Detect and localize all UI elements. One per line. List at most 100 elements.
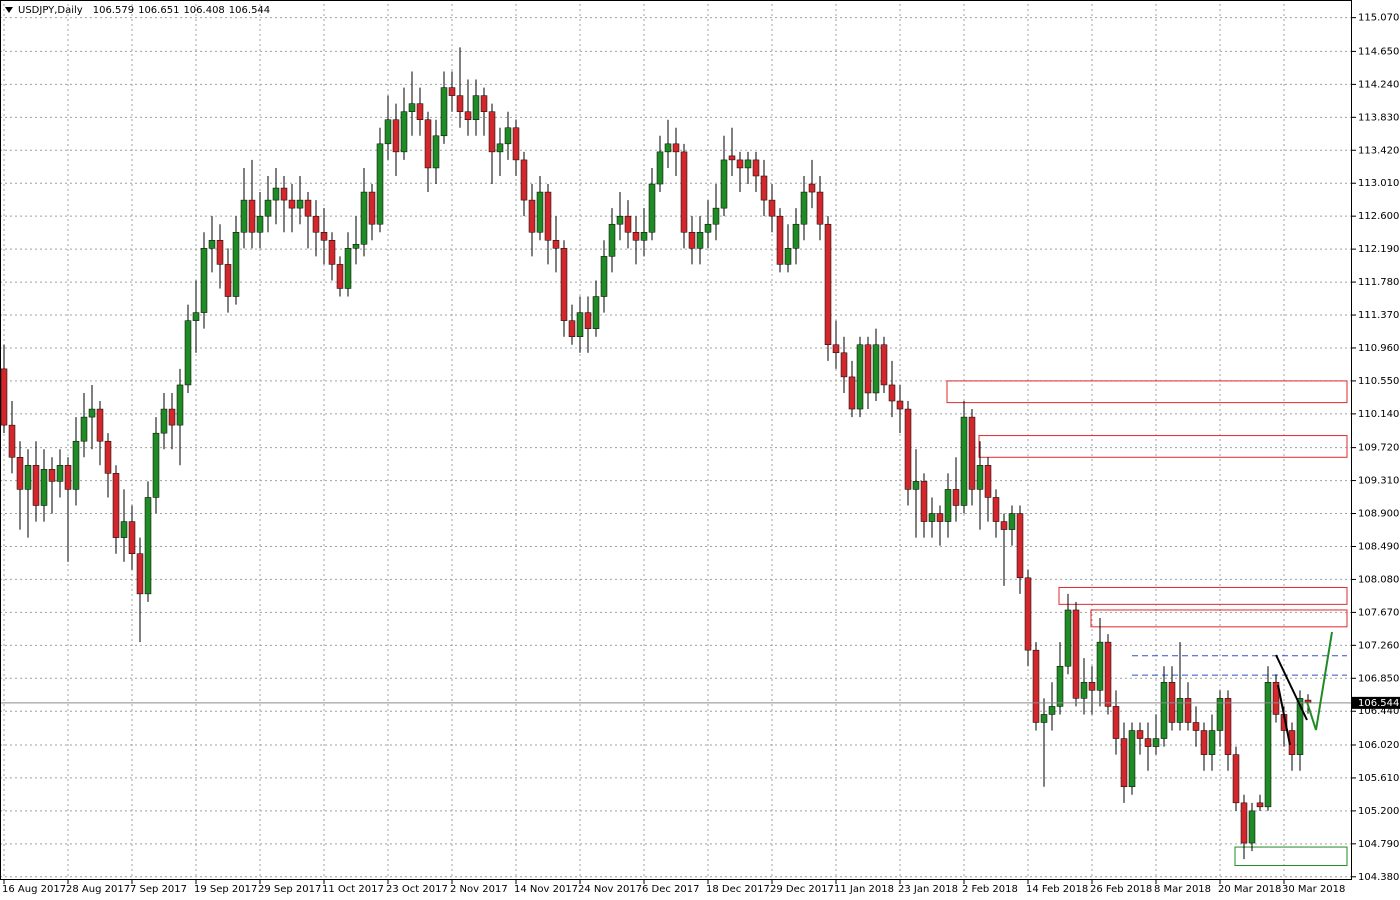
candle-body (1048, 706, 1056, 715)
candle-body (496, 143, 504, 153)
candle-body (1104, 641, 1112, 707)
candle-body (352, 244, 360, 249)
candle-body (544, 191, 552, 241)
x-tick-label: 11 Jan 2018 (834, 884, 894, 895)
candle-body (616, 215, 624, 225)
y-tick-label: 108.900 (1358, 509, 1399, 520)
candle-body (504, 127, 512, 145)
candle-body (712, 207, 720, 225)
candle-body (376, 143, 384, 225)
candle-body (1256, 802, 1264, 808)
candle-body (72, 440, 80, 490)
candle-body (400, 111, 408, 153)
quote-close: 106.544 (229, 5, 270, 16)
candle-body (584, 312, 592, 329)
y-tick-label: 115.070 (1358, 13, 1399, 24)
candle-body (160, 408, 168, 434)
candle-body (208, 240, 216, 249)
trend-line (1277, 684, 1291, 746)
x-tick-label: 20 Mar 2018 (1218, 884, 1281, 895)
candle-body (304, 199, 312, 217)
candle-body (256, 215, 264, 233)
candle-body (576, 312, 584, 337)
candle-body (1088, 682, 1096, 691)
x-tick-label: 14 Feb 2018 (1026, 884, 1088, 895)
x-tick-label: 24 Nov 2017 (578, 884, 642, 895)
y-tick-label: 114.240 (1358, 79, 1399, 90)
y-tick-label: 106.020 (1358, 740, 1399, 751)
candle-body (0, 368, 8, 426)
candle-body (864, 344, 872, 394)
candle-body (1096, 641, 1104, 691)
candle-body (992, 497, 1000, 522)
candle-body (1240, 802, 1248, 844)
candle-body (1152, 738, 1160, 747)
candle-body (1040, 714, 1048, 723)
candle-body (448, 87, 456, 96)
candle-body (1128, 730, 1136, 788)
y-tick-label: 108.080 (1358, 574, 1399, 585)
candle-body (792, 223, 800, 249)
last-price-label: 106.544 (1358, 698, 1399, 709)
candle-body (680, 151, 688, 233)
x-tick-label: 2 Feb 2018 (962, 884, 1018, 895)
candle-body (832, 344, 840, 354)
y-tick-label: 109.310 (1358, 476, 1399, 487)
candle-body (600, 256, 608, 297)
candle-body (1016, 513, 1024, 579)
candle-body (568, 320, 576, 337)
x-tick-label: 26 Feb 2018 (1090, 884, 1152, 895)
candle-body (480, 95, 488, 112)
candle-body (96, 408, 104, 442)
x-tick-label: 28 Aug 2017 (66, 884, 130, 895)
candle-body (168, 408, 176, 426)
candle-body (1064, 609, 1072, 667)
candle-body (344, 248, 352, 289)
candle-body (144, 497, 152, 595)
candle-body (328, 240, 336, 265)
y-tick-label: 105.200 (1358, 806, 1399, 817)
candle-body (336, 264, 344, 289)
marks (0, 47, 1352, 867)
candle-body (424, 119, 432, 169)
candle-body (896, 400, 904, 410)
candle-body (704, 223, 712, 233)
zone (946, 380, 1348, 404)
candle-body (528, 199, 536, 233)
candle-body (288, 199, 296, 209)
candle-body (960, 416, 968, 506)
quote-open: 106.579 (93, 5, 134, 16)
candle-body (1232, 754, 1240, 804)
candle-body (1032, 649, 1040, 723)
y-tick-label: 112.600 (1358, 211, 1399, 222)
candle-body (624, 215, 632, 233)
candle-body (768, 199, 776, 217)
candle-body (520, 159, 528, 201)
y-tick-label: 110.140 (1358, 409, 1399, 420)
candle-body (968, 416, 976, 490)
x-tick-label: 29 Dec 2017 (770, 884, 834, 895)
candle-body (552, 240, 560, 249)
candle-body (824, 223, 832, 346)
symbol: USDJPY,Daily (18, 5, 83, 16)
x-tick-label: 6 Dec 2017 (642, 884, 700, 895)
candle-body (1136, 730, 1144, 739)
candle-body (816, 191, 824, 225)
candle-body (32, 465, 40, 506)
quote-low: 106.408 (183, 5, 224, 16)
candle-body (232, 231, 240, 297)
candle-body (672, 143, 680, 153)
candle-body (64, 465, 72, 490)
candle-body (664, 143, 672, 153)
candle-body (1000, 521, 1008, 530)
candle-body (1272, 682, 1280, 715)
candle-body (688, 231, 696, 249)
candle-body (752, 159, 760, 177)
y-tick-label: 104.380 (1358, 872, 1399, 883)
candle-body (40, 469, 48, 506)
y-tick-label: 106.440 (1358, 706, 1399, 717)
y-tick-label: 105.610 (1358, 773, 1399, 784)
